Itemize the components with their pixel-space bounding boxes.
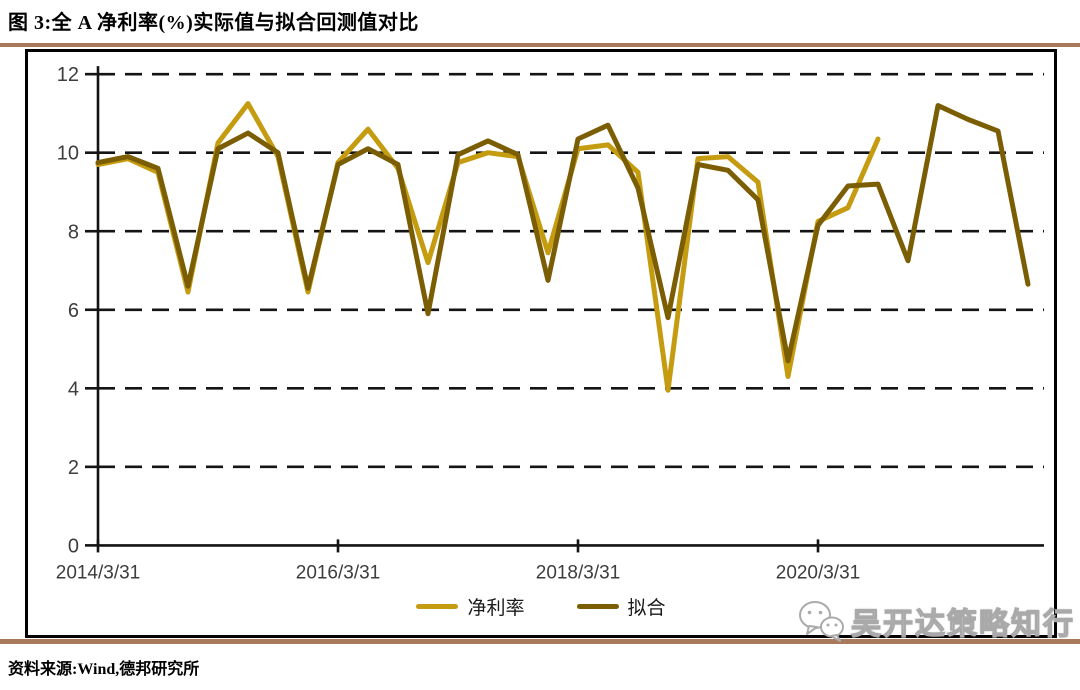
bottom-divider <box>0 639 1080 644</box>
y-tick-label: 0 <box>68 535 79 557</box>
legend-item-actual: 净利率 <box>416 593 525 620</box>
legend-label-actual: 净利率 <box>467 598 525 619</box>
wechat-icon <box>799 601 844 642</box>
legend-label-fitted: 拟合 <box>627 598 666 619</box>
source-note: 资料来源:Wind,德邦研究所 <box>8 661 200 678</box>
x-tick-label: 2018/3/31 <box>536 563 620 584</box>
legend-swatch-fitted <box>576 604 619 609</box>
chart-legend: 净利率 拟合 <box>28 593 1054 620</box>
legend-swatch-actual <box>416 604 459 609</box>
y-tick-label: 8 <box>68 221 79 243</box>
line-chart: 0 2 4 6 8 10 12 2014/3/31 2016/3/31 2018/3/31 2020… <box>56 64 1044 584</box>
figure-title: 图 3:全 A 净利率(%)实际值与拟合回测值对比 <box>8 12 419 34</box>
y-tick-label: 2 <box>68 457 79 479</box>
top-divider <box>0 43 1080 47</box>
x-tick-label: 2014/3/31 <box>56 563 140 584</box>
y-tick-label: 4 <box>68 378 79 400</box>
x-tick-label: 2020/3/31 <box>776 563 860 584</box>
y-tick-label: 6 <box>68 300 79 322</box>
series-line-fitted <box>95 103 1031 364</box>
watermark-text: 吴开达策略知行 <box>850 607 1075 641</box>
y-tick-label: 10 <box>57 143 79 165</box>
legend-item-fitted: 拟合 <box>576 593 666 620</box>
series-line-actual <box>95 101 881 393</box>
chart-frame: 0 2 4 6 8 10 12 2014/3/31 2016/3/31 2018/3/31 2020… <box>25 49 1057 638</box>
watermark: 吴开达策略知行 <box>795 596 1075 646</box>
x-tick-label: 2016/3/31 <box>296 563 380 584</box>
y-tick-label: 12 <box>57 64 79 86</box>
